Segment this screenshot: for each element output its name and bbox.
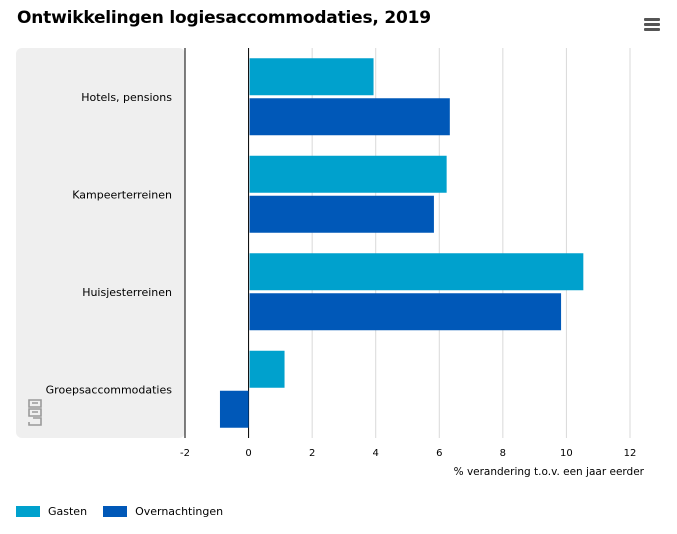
legend-swatch-gasten bbox=[16, 506, 40, 517]
x-tick-label: -2 bbox=[180, 448, 190, 459]
x-tick-label: 8 bbox=[500, 448, 506, 459]
legend-item-gasten[interactable]: Gasten bbox=[16, 505, 87, 518]
x-tick-label: 10 bbox=[560, 448, 573, 459]
category-labels: Hotels, pensions Kampeerterreinen Huisjest… bbox=[46, 91, 173, 397]
bar-overnachtingen[interactable] bbox=[249, 293, 562, 331]
bar-gasten[interactable] bbox=[249, 253, 584, 291]
category-label: Groepsaccommodaties bbox=[46, 383, 173, 396]
legend-swatch-overnachtingen bbox=[103, 506, 128, 517]
x-axis-ticks: -2 0 2 4 6 8 10 12 bbox=[180, 448, 636, 459]
legend-label-gasten: Gasten bbox=[48, 505, 88, 518]
bar-overnachtingen[interactable] bbox=[219, 390, 249, 428]
category-band bbox=[16, 48, 185, 438]
x-axis-title: % verandering t.o.v. een jaar eerder bbox=[454, 466, 645, 478]
category-label: Hotels, pensions bbox=[81, 91, 172, 104]
bar-gasten[interactable] bbox=[249, 58, 374, 96]
hamburger-menu-icon[interactable] bbox=[643, 17, 662, 33]
x-tick-label: 4 bbox=[373, 448, 379, 459]
bar-gasten[interactable] bbox=[249, 350, 285, 388]
category-label: Huisjesterreinen bbox=[82, 286, 172, 299]
legend-item-overnachtingen[interactable]: Overnachtingen bbox=[103, 505, 223, 518]
cbs-logo-icon bbox=[28, 399, 42, 426]
bar-overnachtingen[interactable] bbox=[249, 98, 450, 136]
x-tick-label: 0 bbox=[245, 448, 251, 459]
legend: Gasten Overnachtingen bbox=[16, 505, 239, 518]
x-tick-label: 6 bbox=[436, 448, 442, 459]
x-tick-label: 2 bbox=[309, 448, 315, 459]
bar-overnachtingen[interactable] bbox=[249, 195, 434, 233]
x-tick-label: 12 bbox=[624, 448, 637, 459]
bars bbox=[219, 58, 584, 428]
chart-title: Ontwikkelingen logiesaccommodaties, 2019 bbox=[17, 8, 431, 28]
bar-gasten[interactable] bbox=[249, 155, 447, 193]
grid-lines bbox=[184, 48, 631, 438]
category-label: Kampeerterreinen bbox=[72, 188, 172, 201]
legend-label-overnachtingen: Overnachtingen bbox=[135, 505, 224, 518]
